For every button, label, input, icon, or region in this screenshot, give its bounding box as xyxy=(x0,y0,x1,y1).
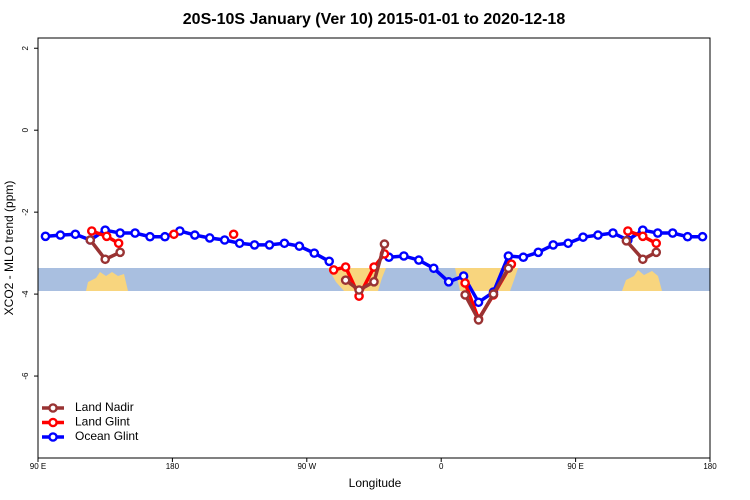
series-point xyxy=(279,238,290,249)
series-point xyxy=(228,229,239,240)
series-line xyxy=(388,228,703,305)
series-point xyxy=(86,226,97,236)
series-point xyxy=(428,263,439,274)
y-tick-label: 2 xyxy=(21,45,30,50)
series-point xyxy=(379,239,390,249)
series-point xyxy=(234,238,245,249)
series-point xyxy=(460,278,470,288)
series-point xyxy=(518,252,529,263)
series-point xyxy=(593,230,603,240)
series-point xyxy=(219,235,230,245)
series-point xyxy=(115,247,125,258)
series-point xyxy=(115,228,125,238)
series-point xyxy=(608,228,618,238)
land-patch xyxy=(622,270,662,291)
series-point xyxy=(563,238,573,249)
x-tick-label: 180 xyxy=(703,462,717,471)
series-point xyxy=(40,231,51,242)
series-point xyxy=(682,231,693,242)
series-point xyxy=(340,262,351,272)
series-point xyxy=(249,240,260,250)
series-point xyxy=(85,235,96,245)
series-line xyxy=(344,243,387,293)
series-point xyxy=(160,231,170,242)
series-point xyxy=(623,226,633,236)
series-point xyxy=(145,231,155,242)
series-point xyxy=(460,290,470,300)
chart-title: 20S-10S January (Ver 10) 2015-01-01 to 2… xyxy=(183,11,566,28)
legend-label: Land Nadir xyxy=(75,400,134,414)
series-point xyxy=(340,275,351,285)
series-point xyxy=(324,256,335,267)
plot-frame xyxy=(37,37,711,459)
series-point xyxy=(309,248,320,258)
series-point xyxy=(130,228,140,238)
legend-marker xyxy=(48,417,58,428)
y-tick-label: -4 xyxy=(21,290,30,298)
series-point xyxy=(473,315,484,325)
series-line xyxy=(463,267,510,324)
series-point xyxy=(100,254,110,265)
series-point xyxy=(264,240,275,250)
series-point xyxy=(294,241,305,251)
series-point xyxy=(354,285,364,295)
series-point xyxy=(578,232,588,242)
series-point xyxy=(413,255,424,265)
series-point xyxy=(113,238,124,249)
series-point xyxy=(169,229,179,240)
series-point xyxy=(70,229,81,240)
x-tick-label: 90 W xyxy=(297,462,316,471)
x-tick-label: 180 xyxy=(166,462,180,471)
series-point xyxy=(651,238,662,249)
series-point xyxy=(548,240,559,250)
y-axis-label: XCO2 - MLO trend (ppm) xyxy=(2,181,16,316)
series-point xyxy=(55,230,66,240)
x-tick-label: 0 xyxy=(439,462,444,471)
series-point xyxy=(697,231,708,242)
x-tick-label: 90 E xyxy=(30,462,46,471)
series-point xyxy=(189,230,200,240)
series-point xyxy=(399,251,409,261)
series-point xyxy=(204,233,215,243)
series-point xyxy=(443,277,454,287)
y-tick-label: 0 xyxy=(21,127,30,132)
land-patch xyxy=(86,272,128,291)
series-point xyxy=(101,231,112,242)
legend-marker xyxy=(48,403,58,413)
legend-label: Land Glint xyxy=(75,415,130,429)
y-tick-label: -6 xyxy=(21,372,30,380)
series-point xyxy=(473,297,484,308)
series-point xyxy=(667,228,678,238)
series-point xyxy=(638,231,648,242)
y-tick-label: -2 xyxy=(21,208,30,216)
x-tick-label: 90 E xyxy=(567,462,583,471)
series-point xyxy=(638,254,648,265)
x-axis-label: Longitude xyxy=(349,476,402,490)
series-point xyxy=(621,236,632,246)
legend-marker xyxy=(48,432,58,442)
series-point xyxy=(652,228,663,238)
series-point xyxy=(369,277,379,287)
series-point xyxy=(503,251,514,261)
legend-label: Ocean Glint xyxy=(75,429,139,443)
series-point xyxy=(503,263,514,274)
series-point xyxy=(328,265,339,275)
series-point xyxy=(488,289,499,299)
series-point xyxy=(651,247,662,258)
series-point xyxy=(533,247,544,258)
